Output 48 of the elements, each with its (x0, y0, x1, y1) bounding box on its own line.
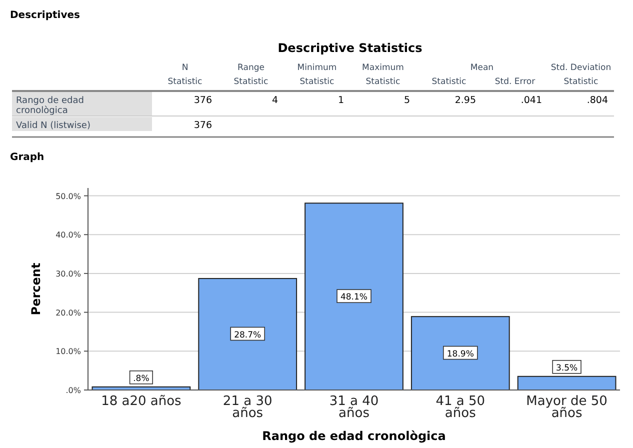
y-tick-label: 20.0% (56, 308, 82, 318)
y-axis-title: Percent (29, 262, 43, 316)
text: Descriptives (10, 10, 80, 21)
data-label: 18.9% (446, 349, 474, 360)
x-axis-title: Rango de edad cronològica (262, 429, 446, 443)
text: Statistic (300, 77, 335, 87)
bar (517, 376, 616, 390)
bar (304, 202, 404, 390)
text: Descriptive Statistics (278, 41, 422, 55)
text: Statistic (234, 77, 269, 87)
x-tick-label: 41 a 50 años (436, 394, 486, 421)
text: Minimum (297, 63, 337, 73)
text: 1 (338, 95, 344, 106)
text: Mean (470, 63, 494, 73)
data-label: .8% (133, 374, 150, 384)
text: Std. Error (494, 77, 536, 87)
x-tick-label: 31 a 40 años (329, 394, 379, 421)
bar (410, 316, 510, 390)
x-tick-label: 18 a20 años (101, 394, 182, 409)
y-tick-label: 30.0% (56, 269, 82, 278)
text: 376 (194, 95, 212, 106)
y-tick-label: 50.0% (56, 192, 82, 201)
bar (198, 278, 298, 390)
text: 4 (272, 95, 278, 106)
text: 2.95 (454, 95, 476, 106)
x-tick-label: Mayor de 50 años (526, 394, 608, 421)
chart-title: Graph (10, 152, 44, 163)
text: Statistic (168, 77, 203, 87)
text: Maximum (362, 63, 404, 73)
data-label: 28.7% (234, 330, 262, 340)
text: Valid N (listwise) (16, 121, 90, 131)
text: 376 (194, 120, 212, 131)
text: .804 (586, 95, 608, 106)
text: Statistic (564, 77, 599, 87)
y-tick-label: 10.0% (56, 347, 82, 356)
data-label: 48.1% (340, 292, 368, 303)
x-tick-label: 21 a 30 años (222, 394, 272, 421)
text: 5 (404, 95, 410, 106)
text: .041 (520, 95, 542, 106)
text: Rango de edad cronològica (16, 96, 84, 116)
text: Std. Deviation (550, 63, 612, 73)
text: Statistic (432, 77, 467, 87)
text: Range (238, 63, 264, 73)
text: Statistic (366, 77, 401, 87)
y-tick-label: .0% (66, 386, 82, 395)
data-label: 3.5% (556, 363, 578, 374)
y-tick-label: 40.0% (56, 230, 82, 240)
text: N (182, 63, 188, 73)
